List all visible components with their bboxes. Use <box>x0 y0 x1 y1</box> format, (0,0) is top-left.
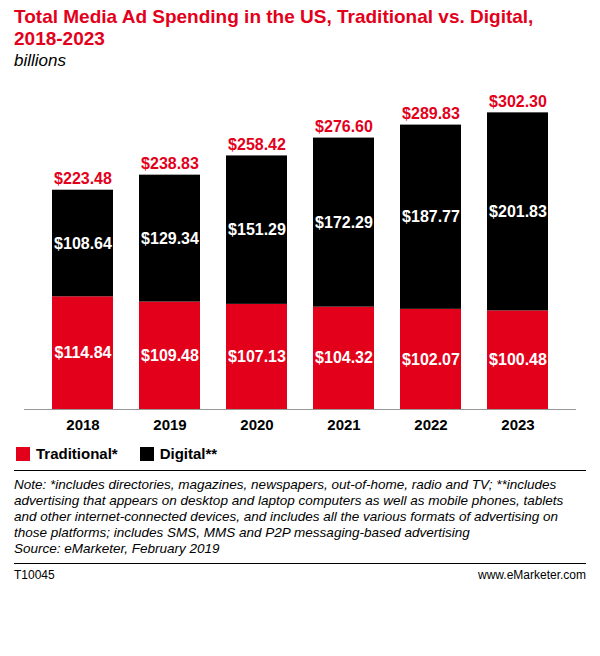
svg-text:2022: 2022 <box>414 416 447 433</box>
html-text:Traditional*: Traditional* <box>36 445 118 462</box>
html-text:T10045: T10045 <box>14 568 55 582</box>
html-text:Note: *includes directories, m: Note: *includes directories, magazines, … <box>14 477 564 540</box>
svg-text:$109.48: $109.48 <box>141 347 199 364</box>
svg-text:$108.64: $108.64 <box>54 235 112 252</box>
html-text:Total Media Ad Spending in the: Total Media Ad Spending in the US, Tradi… <box>14 6 534 49</box>
svg-text:$302.30: $302.30 <box>489 93 547 110</box>
svg-text:2023: 2023 <box>501 416 534 433</box>
svg-text:$276.60: $276.60 <box>315 118 373 135</box>
svg-text:2021: 2021 <box>327 416 360 433</box>
html-text:billions: billions <box>14 51 66 70</box>
svg-text:$289.83: $289.83 <box>402 105 460 122</box>
svg-text:$258.42: $258.42 <box>228 136 286 153</box>
svg-text:$223.48: $223.48 <box>54 170 112 187</box>
svg-text:$151.29: $151.29 <box>228 221 286 238</box>
svg-text:$104.32: $104.32 <box>315 349 373 366</box>
html-text:Source: eMarketer, February 20: Source: eMarketer, February 2019 <box>14 541 220 556</box>
svg-text:2018: 2018 <box>66 416 99 433</box>
svg-text:$129.34: $129.34 <box>141 230 199 247</box>
svg-text:$238.83: $238.83 <box>141 155 199 172</box>
svg-text:$187.77: $187.77 <box>402 208 460 225</box>
html-text:Digital**: Digital** <box>159 445 218 462</box>
svg-text:$114.84: $114.84 <box>55 344 112 361</box>
svg-text:$201.83: $201.83 <box>489 203 547 220</box>
svg-text:$100.48: $100.48 <box>489 351 547 368</box>
svg-text:$107.13: $107.13 <box>228 348 286 365</box>
html-text:www.eMarketer.com: www.eMarketer.com <box>478 568 586 582</box>
svg-text:2020: 2020 <box>240 416 273 433</box>
svg-text:$102.07: $102.07 <box>402 351 460 368</box>
svg-text:$172.29: $172.29 <box>315 214 373 231</box>
svg-text:2019: 2019 <box>153 416 186 433</box>
